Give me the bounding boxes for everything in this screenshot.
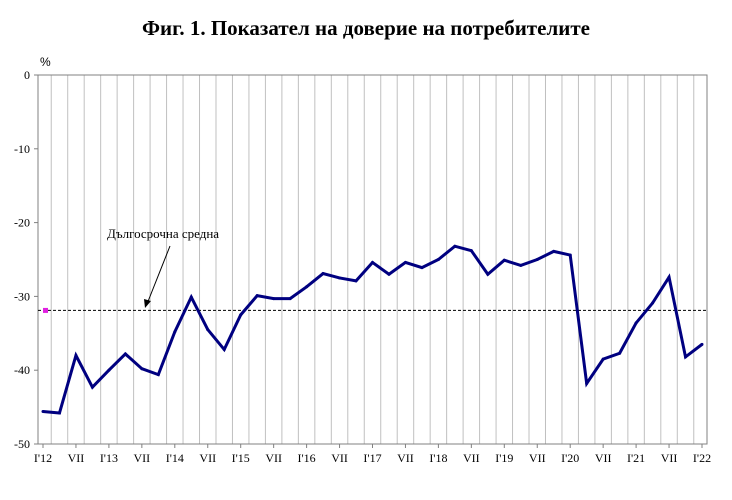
data-point	[667, 275, 671, 279]
x-tick-label: I'15	[232, 451, 250, 465]
data-point	[239, 313, 243, 317]
plot-border	[37, 74, 708, 445]
x-tick-label: VII	[199, 451, 216, 465]
x-tick-label: I'21	[627, 451, 645, 465]
data-point	[601, 357, 605, 361]
data-point	[140, 367, 144, 371]
x-tick-label: VII	[397, 451, 414, 465]
data-point	[338, 276, 342, 280]
x-tick-label: I'17	[363, 451, 381, 465]
x-tick-label: I'16	[298, 451, 316, 465]
data-point	[107, 368, 111, 372]
annotation-arrow-head	[144, 299, 151, 308]
data-point	[156, 373, 160, 377]
data-point	[222, 348, 226, 352]
x-tick-label: VII	[661, 451, 678, 465]
data-point	[321, 272, 325, 276]
data-point	[305, 285, 309, 289]
annotation-arrow	[146, 245, 171, 305]
data-point	[57, 411, 61, 415]
x-tick-label: VII	[331, 451, 348, 465]
data-point	[387, 272, 391, 276]
x-tick-label: I'20	[561, 451, 579, 465]
data-point	[684, 355, 688, 359]
x-tick-label: VII	[595, 451, 612, 465]
annotation-group: Дългосрочна средна	[107, 226, 219, 308]
data-point	[90, 385, 94, 389]
y-tick-label: -40	[14, 363, 30, 377]
data-point	[173, 330, 177, 334]
data-point	[123, 352, 127, 356]
series-group	[41, 244, 704, 415]
series-line	[42, 244, 703, 415]
data-point	[552, 249, 556, 253]
x-tick-label: VII	[134, 451, 151, 465]
data-point	[568, 253, 572, 257]
x-tick-label: VII	[463, 451, 480, 465]
data-point	[535, 258, 539, 261]
long-term-average-marker	[43, 307, 48, 313]
x-axis: I'12 VII I'13 VII I'14 VII I'15 VII I'16 VII I'17 V…	[34, 444, 711, 465]
long-term-average-line	[38, 307, 707, 313]
x-tick-label: I'22	[693, 451, 711, 465]
x-tick-label: I'13	[100, 451, 118, 465]
data-point	[420, 266, 424, 270]
data-point	[634, 321, 638, 325]
x-tick-label: VII	[529, 451, 546, 465]
data-point	[272, 297, 276, 301]
long-term-average-label: Дългосрочна средна	[107, 226, 219, 241]
data-point	[453, 244, 457, 248]
data-point	[651, 301, 655, 305]
y-axis-unit-label: %	[40, 55, 51, 69]
x-tick-label: I'18	[429, 451, 447, 465]
data-point	[371, 260, 374, 264]
chart-title: Фиг. 1. Показател на доверие на потребит…	[142, 16, 590, 40]
data-point	[436, 258, 440, 261]
data-point	[189, 295, 193, 299]
x-tick-label: VII	[265, 451, 282, 465]
y-tick-label: -20	[14, 216, 30, 230]
x-tick-label: I'14	[166, 451, 184, 465]
y-tick-label: -50	[14, 437, 30, 451]
x-tick-label: I'12	[34, 451, 52, 465]
data-point	[288, 297, 292, 301]
data-point	[41, 410, 45, 414]
data-point	[700, 342, 704, 346]
data-point	[585, 381, 589, 385]
y-tick-label: -10	[14, 142, 30, 156]
data-point	[486, 272, 490, 276]
y-tick-label: -30	[14, 289, 30, 303]
x-tick-label: VII	[68, 451, 85, 465]
plot-frame	[37, 74, 708, 445]
data-point	[519, 263, 523, 267]
y-axis: 0 -10 -20 -30 -40 -50	[14, 68, 38, 451]
x-tick-label: I'19	[495, 451, 513, 465]
data-point	[354, 279, 358, 283]
data-point	[618, 351, 622, 355]
data-point	[403, 260, 407, 264]
y-tick-label: 0	[24, 68, 30, 82]
data-point	[206, 328, 210, 332]
data-point	[74, 353, 78, 357]
data-point	[502, 258, 506, 262]
grid	[50, 75, 695, 444]
data-point	[255, 294, 259, 298]
data-point	[469, 249, 473, 253]
